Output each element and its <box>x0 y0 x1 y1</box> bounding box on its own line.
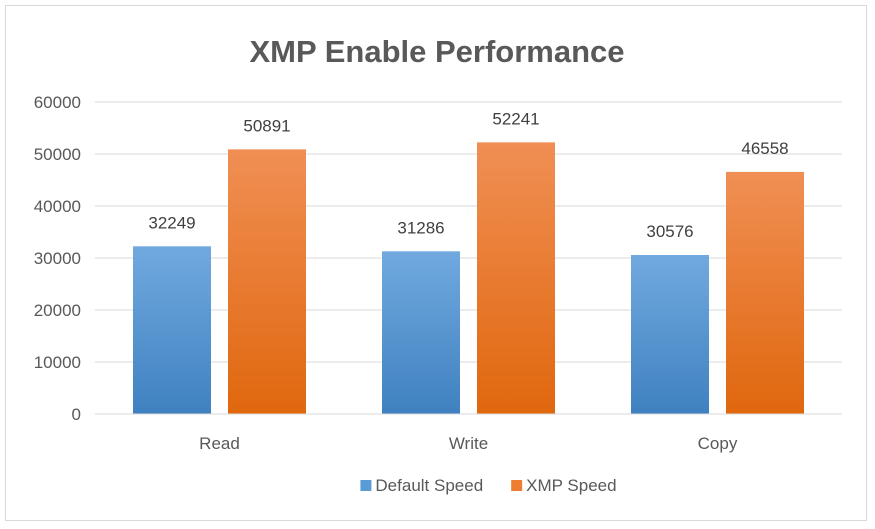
y-tick-label: 60000 <box>34 93 81 112</box>
bar-write-0 <box>382 251 460 414</box>
y-tick-label: 30000 <box>34 249 81 268</box>
bar-copy-0 <box>631 255 709 414</box>
chart-title: XMP Enable Performance <box>249 34 624 69</box>
gridlines <box>95 101 842 363</box>
y-axis-ticks: 60000 50000 40000 30000 20000 10000 0 <box>34 93 81 424</box>
x-axis: Read Write Copy <box>95 413 842 453</box>
data-label: 50891 <box>243 116 290 135</box>
legend-label: Default Speed <box>375 476 483 495</box>
data-label: 30576 <box>646 222 693 241</box>
x-category-label: Copy <box>698 434 738 453</box>
data-label: 46558 <box>741 139 788 158</box>
bars <box>133 142 804 414</box>
data-labels: 32249 50891 31286 52241 30576 46558 <box>148 109 788 241</box>
data-label: 52241 <box>492 109 539 128</box>
bar-write-1 <box>477 142 555 414</box>
y-tick-label: 20000 <box>34 301 81 320</box>
y-tick-label: 0 <box>72 405 81 424</box>
bar-read-1 <box>228 149 306 414</box>
y-tick-label: 50000 <box>34 145 81 164</box>
x-category-label: Write <box>449 434 488 453</box>
y-tick-label: 40000 <box>34 197 81 216</box>
bar-copy-1 <box>726 171 804 414</box>
bar-read-0 <box>133 246 211 414</box>
data-label: 32249 <box>148 213 195 232</box>
y-tick-label: 10000 <box>34 353 81 372</box>
legend-label: XMP Speed <box>526 476 616 495</box>
bar-chart: XMP Enable Performance 60000 50000 40000 30… <box>34 34 842 495</box>
legend: Default Speed XMP Speed <box>360 476 617 495</box>
chart-frame: XMP Enable Performance 60000 50000 40000 30… <box>5 5 867 521</box>
x-category-label: Read <box>199 434 240 453</box>
legend-swatch <box>511 480 523 491</box>
legend-swatch <box>360 480 372 491</box>
data-label: 31286 <box>397 218 444 237</box>
